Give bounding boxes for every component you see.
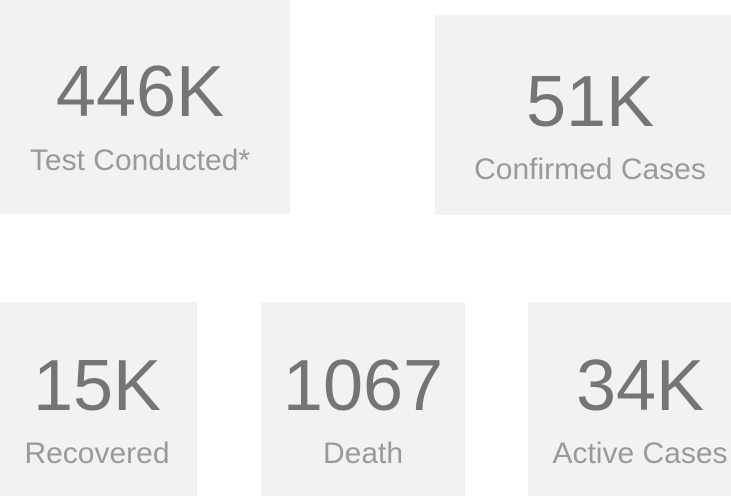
stat-card-content: 51K Confirmed Cases [435,15,731,215]
stat-card-content: 446K Test Conducted* [0,0,280,214]
stat-card: 446K Test Conducted* [0,0,290,214]
stat-card-content: 1067 Death [261,302,465,496]
stat-value: 15K [32,346,162,426]
stat-card: 1067 Death [261,302,465,496]
stat-card: 34K Active Cases [528,302,731,496]
stat-value: 51K [525,62,655,142]
stat-card: 51K Confirmed Cases [435,15,731,215]
stat-card: 15K Recovered [0,302,197,496]
stat-label: Test Conducted* [29,144,251,177]
stat-value: 1067 [282,346,444,426]
stat-card-content: 34K Active Cases [528,302,731,496]
stat-card-content: 15K Recovered [0,302,194,496]
stat-value: 34K [575,346,705,426]
stat-value: 446K [55,52,225,132]
stat-label: Recovered [24,437,170,470]
stat-label: Active Cases [552,437,728,470]
stat-label: Confirmed Cases [474,153,706,186]
stat-label: Death [322,437,404,470]
